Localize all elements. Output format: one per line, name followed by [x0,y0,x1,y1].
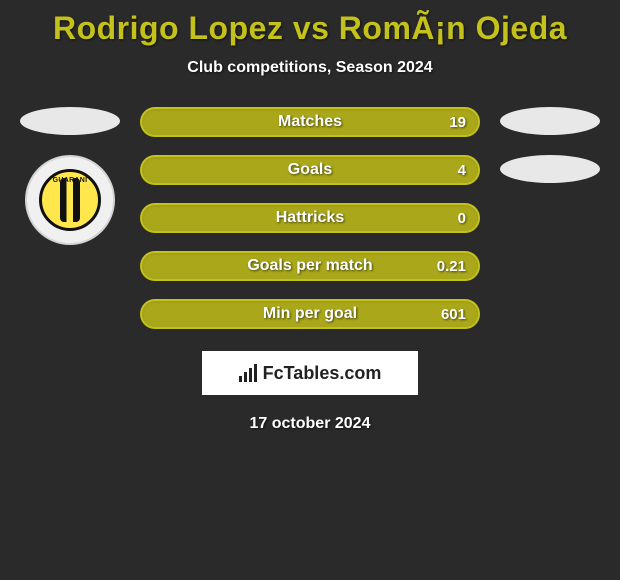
logo-text: FcTables.com [263,363,382,384]
stat-label: Matches [278,113,342,131]
stat-bar-goals: Goals 4 [140,155,480,185]
source-logo[interactable]: FcTables.com [202,351,418,395]
left-player-col: GUARANI [20,107,120,245]
stat-bar-min-per-goal: Min per goal 601 [140,299,480,329]
club-badge-right-placeholder [500,155,600,183]
stat-value-right: 0 [458,210,466,227]
comparison-card: Rodrigo Lopez vs RomÃ¡n Ojeda Club compe… [0,0,620,443]
stat-label: Goals per match [247,257,372,275]
stat-value-right: 0.21 [437,258,466,275]
main-row: GUARANI Matches 19 Goals 4 Hattricks 0 G… [0,107,620,329]
stat-label: Goals [288,161,332,179]
player-avatar-right [500,107,600,135]
club-badge-left: GUARANI [25,155,115,245]
stat-label: Hattricks [276,209,344,227]
stat-value-right: 19 [449,114,466,131]
stats-column: Matches 19 Goals 4 Hattricks 0 Goals per… [140,107,480,329]
stat-label: Min per goal [263,305,357,323]
stat-bar-hattricks: Hattricks 0 [140,203,480,233]
stat-value-right: 601 [441,306,466,323]
stat-bar-goals-per-match: Goals per match 0.21 [140,251,480,281]
club-stripes-icon [60,178,80,222]
bar-chart-icon [239,364,257,382]
date-label: 17 october 2024 [0,415,620,433]
stat-value-right: 4 [458,162,466,179]
right-player-col [500,107,600,183]
club-crest-icon: GUARANI [39,169,101,231]
page-title: Rodrigo Lopez vs RomÃ¡n Ojeda [0,10,620,47]
subtitle: Club competitions, Season 2024 [0,59,620,77]
stat-bar-matches: Matches 19 [140,107,480,137]
club-name-label: GUARANI [53,177,88,184]
player-avatar-left [20,107,120,135]
